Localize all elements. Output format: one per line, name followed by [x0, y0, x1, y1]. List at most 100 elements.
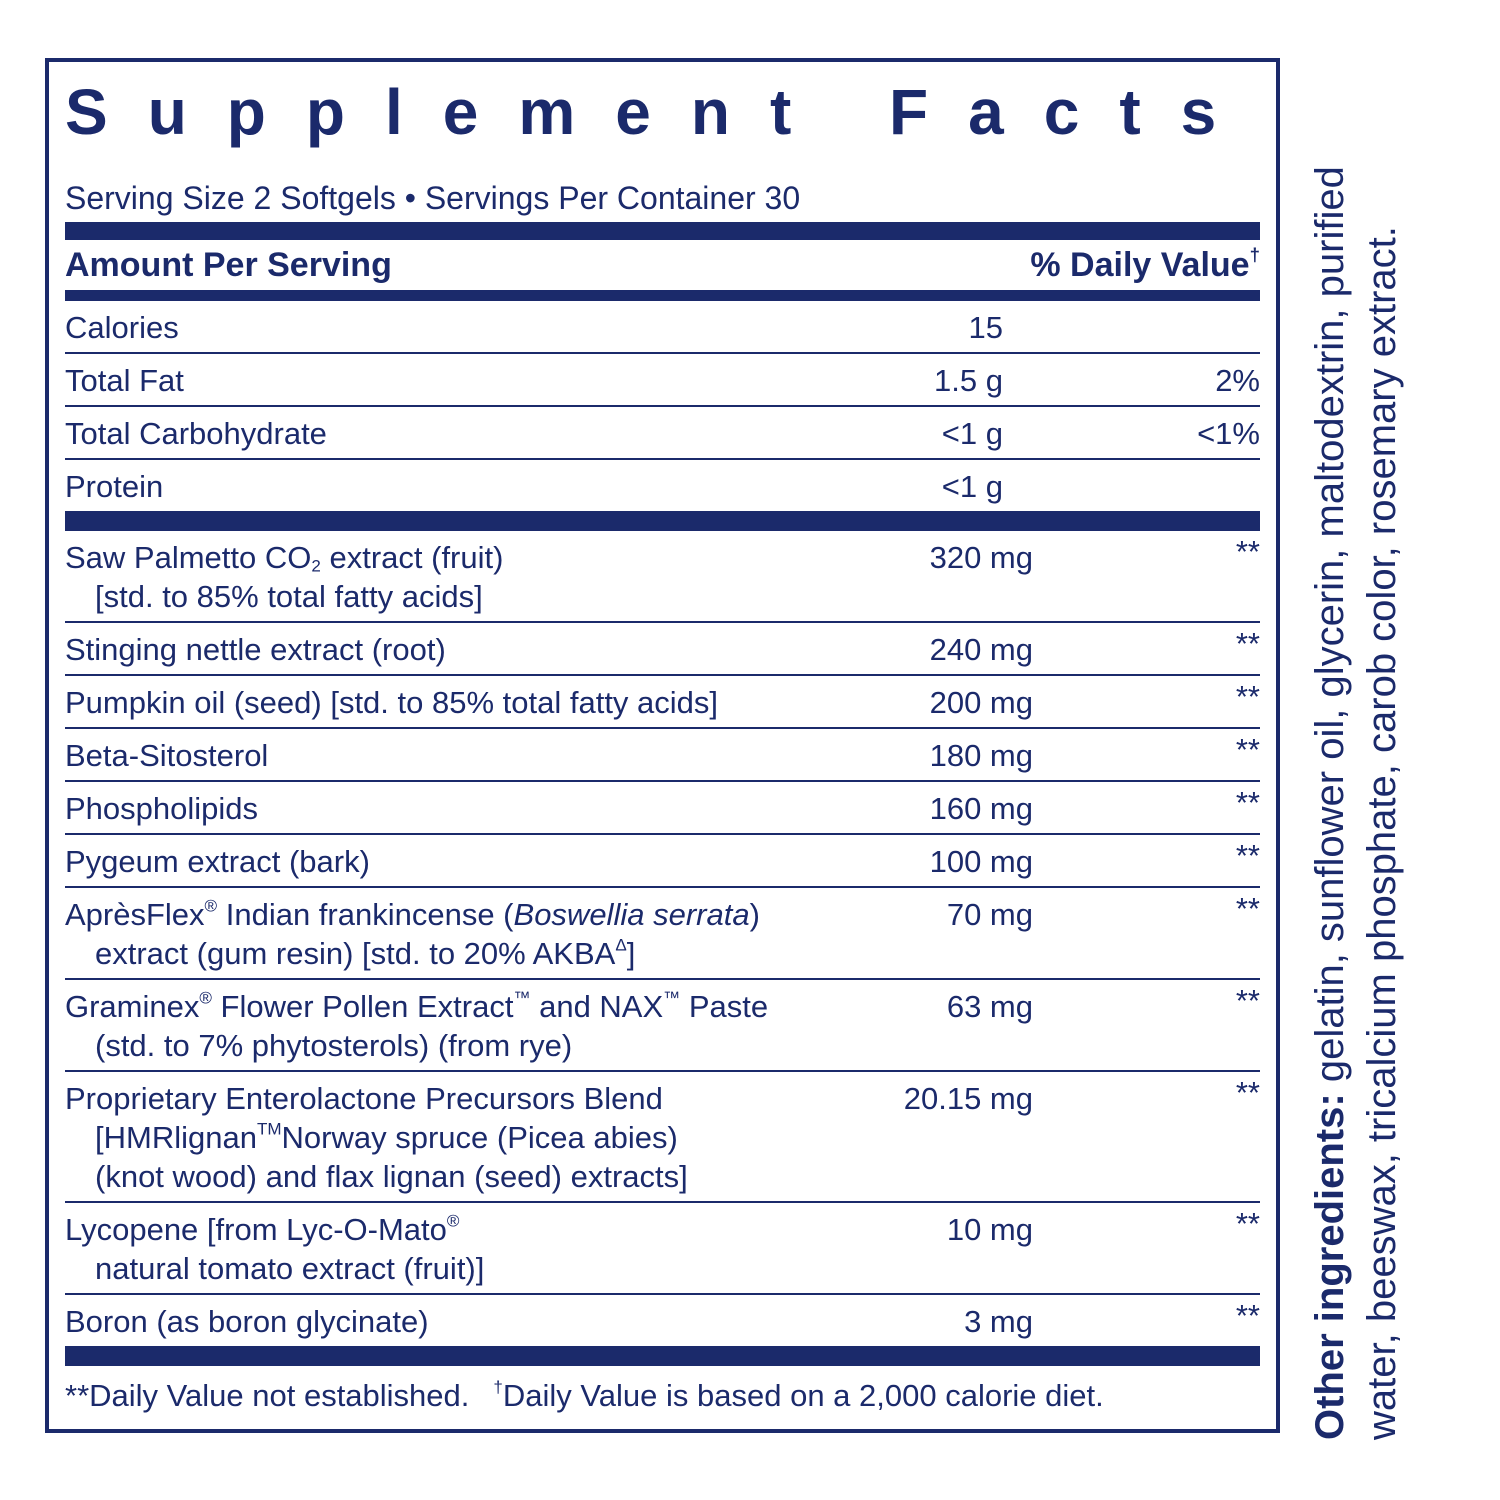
footnote: †Daily Value is based on a 2,000 calorie… [493, 1378, 1103, 1413]
text-segment: Flower Pollen Extract [211, 989, 514, 1024]
header-row: Amount Per Serving % Daily Value† [65, 240, 1260, 290]
amount: 160 mg [929, 791, 1033, 826]
amount: 240 mg [929, 632, 1033, 667]
daily-value: ** [1235, 838, 1260, 873]
text-segment: **Daily Value not established. [65, 1378, 470, 1413]
row: Graminex® Flower Pollen Extract ™ and NAX… [65, 980, 1260, 1072]
thick-rule [65, 222, 1260, 240]
daily-value-cell [1003, 467, 1260, 506]
name-line: AprèsFlex® Indian frankincense (Boswelli… [65, 895, 833, 934]
name-line: extract (gum resin) [std. to 20% AKBAΔ] [65, 934, 833, 973]
daily-value: ** [1235, 785, 1260, 820]
text-segment: Calories [65, 310, 179, 345]
text-segment: (std. to 7% phytosterols) (from rye) [95, 1028, 573, 1063]
title: Supplement Facts [65, 76, 1257, 148]
daily-value: ** [1235, 891, 1260, 926]
styled-segment: ® [199, 988, 212, 1008]
name-line: Proprietary Enterolactone Precursors Ble… [65, 1079, 833, 1118]
ingredient-name: Phospholipids [65, 789, 833, 828]
row: Pumpkin oil (seed) [std. to 85% total fa… [65, 676, 1260, 729]
supplement-facts-panel: Supplement Facts Serving Size 2 Softgels… [45, 58, 1280, 1433]
ingredient-name: Saw Palmetto CO2 extract (fruit) [std. to… [65, 538, 833, 616]
name-line: (std. to 7% phytosterols) (from rye) [65, 1026, 833, 1065]
styled-segment: TM [256, 1119, 282, 1139]
text-segment: Paste [680, 989, 769, 1024]
daily-value-cell [1003, 308, 1260, 347]
amount: 3 mg [964, 1304, 1033, 1339]
ingredient-name: Stinging nettle extract (root) [65, 630, 833, 669]
text-segment: Proprietary Enterolactone Precursors Ble… [65, 1081, 663, 1116]
ingredient-name: Calories [65, 308, 803, 347]
footnotes: **Daily Value not established. †Daily Val… [65, 1374, 1260, 1418]
name-line: Phospholipids [65, 789, 833, 828]
amount: 200 mg [929, 685, 1033, 720]
amount: 20.15 mg [903, 1081, 1033, 1116]
daily-value: 2% [1215, 363, 1260, 398]
text-segment: Daily Value is based on a 2,000 calorie … [502, 1378, 1104, 1413]
row: Saw Palmetto CO2 extract (fruit) [std. to… [65, 531, 1260, 623]
ingredient-name: Boron (as boron glycinate) [65, 1302, 833, 1341]
row: Proprietary Enterolactone Precursors Ble… [65, 1072, 1260, 1203]
name-line: Calories [65, 308, 803, 347]
text-segment: Pumpkin oil (seed) [std. to 85% total fa… [65, 685, 719, 720]
styled-segment: ™ [663, 988, 681, 1008]
text-segment: extract (gum resin) [std. to 20% AKBA [95, 936, 616, 971]
text-segment: AprèsFlex [65, 897, 205, 932]
daily-value: ** [1235, 626, 1260, 661]
row: Protein <1 g [65, 460, 1260, 511]
text-segment: [HMRlignan [95, 1120, 257, 1155]
styled-segment: Δ [615, 935, 627, 955]
text-segment: Stinging nettle extract (root) [65, 632, 446, 667]
amount: 10 mg [946, 1212, 1033, 1247]
daily-value: <1% [1197, 416, 1260, 451]
amount: <1 g [941, 416, 1003, 451]
name-line: [std. to 85% total fatty acids] [65, 577, 833, 616]
nutrient-rows: Calories 15 Total Fat 1.5 g 2% Total Carbohyd… [65, 301, 1260, 511]
row: Phospholipids 160 mg ** [65, 782, 1260, 835]
ingredient-name: Beta-Sitosterol [65, 736, 833, 775]
styled-segment: † [1249, 244, 1260, 266]
text-segment: Graminex [65, 989, 200, 1024]
styled-segment: ® [446, 1211, 460, 1231]
daily-value: ** [1235, 1298, 1260, 1333]
name-line: natural tomato extract (fruit)] [65, 1249, 833, 1288]
text-segment: [std. to 85% total fatty acids] [95, 579, 483, 614]
text-segment: and NAX [530, 989, 664, 1024]
amount: 63 mg [946, 989, 1033, 1024]
daily-value: ** [1235, 732, 1260, 767]
text-segment: ) [749, 897, 760, 932]
styled-segment: 2 [311, 556, 321, 576]
name-line: (knot wood) and flax lignan (seed) extra… [65, 1157, 833, 1196]
ingredient-rows: Saw Palmetto CO2 extract (fruit) [std. to… [65, 531, 1260, 1346]
text-segment: Lycopene [from Lyc-O-Mato [65, 1212, 447, 1247]
name-line: Pumpkin oil (seed) [std. to 85% total fa… [65, 683, 833, 722]
name-line: Protein [65, 467, 803, 506]
styled-segment: † [493, 1377, 503, 1397]
thick-rule [65, 1346, 1260, 1366]
styled-segment: Boswellia serrata [513, 897, 750, 932]
name-line: [HMRlignanTMNorway spruce (Picea abies) [65, 1118, 833, 1157]
thick-rule [65, 511, 1260, 531]
amount: 100 mg [929, 844, 1033, 879]
ingredient-name: Total Fat [65, 361, 803, 400]
daily-value: ** [1235, 1075, 1260, 1110]
amount: 1.5 g [934, 363, 1003, 398]
other-ingredients: Other ingredients: gelatin, sunflower oi… [1304, 110, 1408, 1440]
name-line: Graminex® Flower Pollen Extract ™ and NAX… [65, 987, 833, 1026]
ingredient-name: Proprietary Enterolactone Precursors Ble… [65, 1079, 833, 1196]
name-line: Lycopene [from Lyc-O-Mato® [65, 1210, 833, 1249]
name-line: Pygeum extract (bark) [65, 842, 833, 881]
ingredient-name: AprèsFlex® Indian frankincense (Boswelli… [65, 895, 833, 973]
name-line: Saw Palmetto CO2 extract (fruit) [65, 538, 833, 577]
amount: <1 g [941, 469, 1003, 504]
ingredient-name: Graminex® Flower Pollen Extract ™ and NAX… [65, 987, 833, 1065]
text-segment: Protein [65, 469, 164, 504]
other-ingredients-label: Other ingredients: [1308, 1093, 1352, 1440]
text-segment: Saw Palmetto CO [65, 540, 312, 575]
text-segment: (knot wood) and flax lignan (seed) extra… [95, 1159, 688, 1194]
text-segment: Total Fat [65, 363, 184, 398]
text-segment: Phospholipids [65, 791, 259, 826]
rule [65, 290, 1260, 301]
name-line: Total Fat [65, 361, 803, 400]
